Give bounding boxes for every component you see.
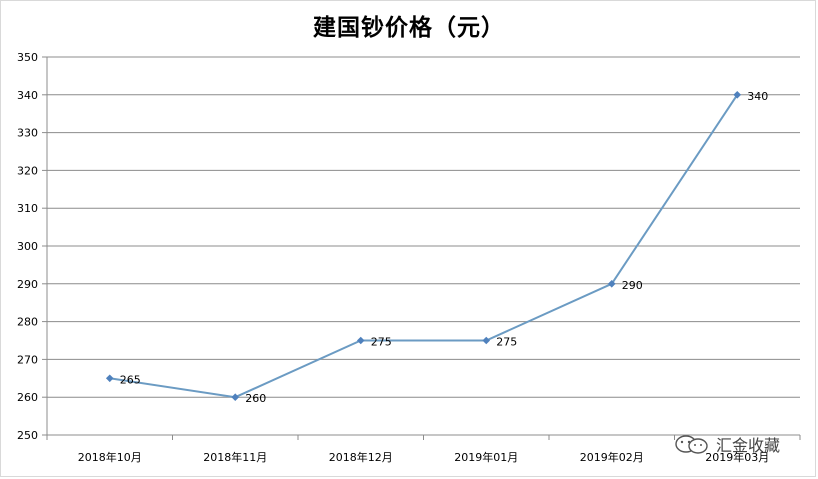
y-tick-label: 310 [17, 202, 38, 215]
x-tick-label: 2018年12月 [329, 450, 393, 464]
y-tick-label: 350 [17, 51, 38, 64]
data-point [356, 336, 365, 345]
y-tick-label: 290 [17, 278, 38, 291]
y-tick-label: 250 [17, 429, 38, 442]
x-tick-label: 2019年01月 [454, 450, 518, 464]
data-label: 275 [371, 336, 392, 349]
data-point [105, 374, 114, 383]
x-tick-labels: 2018年10月 2018年11月 2018年12月 2019年01月 2019年02月… [78, 450, 770, 464]
data-label: 260 [245, 392, 266, 405]
data-label: 290 [622, 279, 643, 292]
x-tick-label: 2019年03月 [705, 450, 769, 464]
wechat-icon [675, 435, 708, 454]
series [105, 91, 742, 401]
watermark-text: 汇金收藏 [716, 436, 781, 455]
data-point [231, 393, 240, 401]
watermark: 汇金收藏 [672, 432, 780, 456]
series-line [109, 94, 739, 399]
data-labels: 265 260 275 275 290 340 [120, 90, 769, 405]
axes [42, 56, 801, 440]
x-tick-label: 2018年10月 [78, 450, 142, 464]
data-point [482, 336, 491, 345]
grid-lines [47, 56, 800, 436]
y-tick-label: 300 [17, 240, 38, 253]
y-tick-label: 340 [17, 89, 38, 102]
y-tick-labels: 250 260 270 280 290 300 310 320 330 340 350 [17, 51, 38, 442]
y-tick-label: 330 [17, 127, 38, 140]
y-tick-label: 270 [17, 353, 38, 366]
y-tick-label: 320 [17, 164, 38, 177]
x-tick-label: 2018年11月 [203, 450, 267, 464]
data-label: 265 [120, 373, 141, 386]
data-label: 275 [496, 336, 517, 349]
x-tick-label: 2019年02月 [580, 450, 644, 464]
y-tick-label: 280 [17, 316, 38, 329]
data-label: 340 [747, 90, 768, 103]
data-point [607, 280, 616, 288]
y-tick-label: 260 [17, 391, 38, 404]
chart-title: 建国钞价格（元） [313, 14, 505, 41]
data-point [733, 91, 742, 99]
